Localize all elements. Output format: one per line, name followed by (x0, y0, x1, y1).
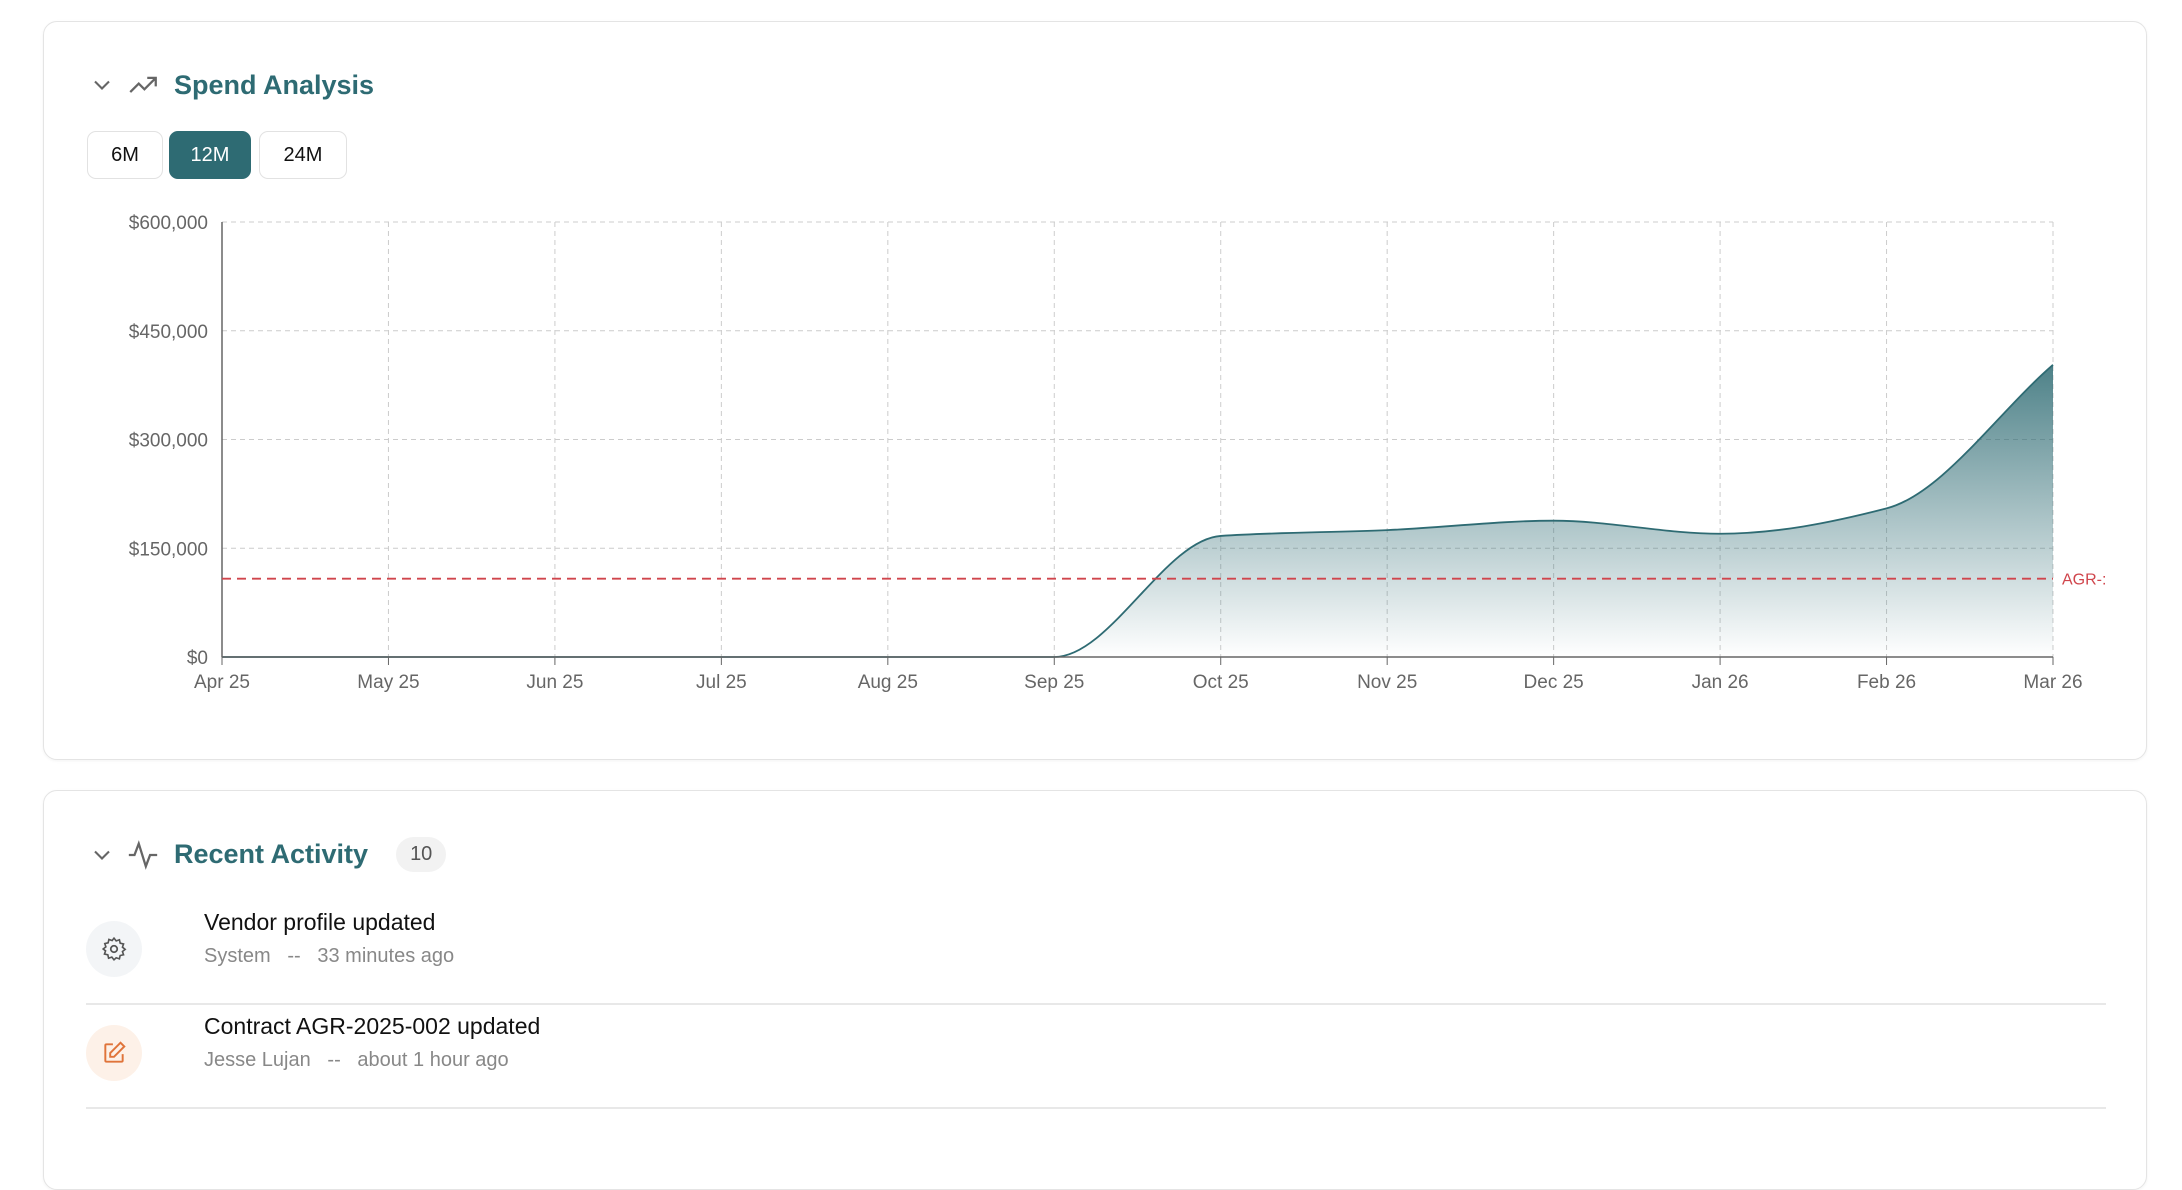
activity-title: Vendor profile updated (204, 909, 436, 935)
activity-time: about 1 hour ago (357, 1049, 509, 1071)
x-tick-label: Jun 25 (526, 672, 583, 693)
spend-chart: $0 $150,000 $300,000 $450,000 $600,000 Apr 25… (129, 213, 2107, 693)
activity-meta: Jesse Lujan -- about 1 hour ago (204, 1049, 509, 1072)
activity-item[interactable]: Contract AGR-2025-002 updated Jesse Luja… (86, 1005, 2106, 1109)
activity-title: Contract AGR-2025-002 updated (204, 1013, 541, 1039)
x-tick-label: Apr 25 (194, 672, 250, 693)
activity-item[interactable]: Vendor profile updated System -- 33 minu… (86, 901, 2106, 1005)
spend-analysis-card: Spend Analysis 6M 12M 24M (43, 21, 2147, 760)
x-tick-label: Jul 25 (696, 672, 747, 693)
y-tick-label: $0 (187, 648, 208, 669)
separator: -- (287, 945, 301, 967)
x-tick-label: May 25 (357, 672, 419, 693)
activity-time: 33 minutes ago (317, 945, 455, 967)
activity-meta: System -- 33 minutes ago (204, 945, 454, 968)
range-12m-button[interactable]: 12M (169, 131, 251, 179)
x-tick-label: Mar 26 (2023, 672, 2082, 693)
edit-icon (86, 1025, 142, 1081)
x-tick-label: Feb 26 (1857, 672, 1916, 693)
spend-analysis-title: Spend Analysis (174, 69, 375, 100)
activity-count-badge: 10 (396, 837, 447, 872)
x-tick-label: Jan 26 (1692, 672, 1749, 693)
range-6m-button[interactable]: 6M (87, 131, 163, 179)
activity-actor: Jesse Lujan (204, 1049, 311, 1071)
y-tick-label: $300,000 (129, 431, 208, 452)
x-tick-label: Dec 25 (1524, 672, 1584, 693)
x-tick-label: Aug 25 (858, 672, 918, 693)
range-24m-button[interactable]: 24M (259, 131, 347, 179)
recent-activity-title: Recent Activity (174, 839, 369, 869)
x-tick-label: Sep 25 (1024, 672, 1084, 693)
x-tick-label: Oct 25 (1193, 672, 1249, 693)
chevron-down-icon[interactable] (88, 71, 116, 99)
gear-icon (86, 921, 142, 977)
activity-actor: System (204, 945, 271, 967)
spend-analysis-header[interactable]: Spend Analysis (88, 68, 374, 102)
trending-up-icon (129, 76, 157, 93)
recent-activity-header[interactable]: Recent Activity 10 (88, 837, 447, 872)
chevron-down-icon[interactable] (88, 841, 116, 869)
separator: -- (327, 1049, 341, 1071)
y-tick-label: $600,000 (129, 213, 208, 234)
y-tick-label: $450,000 (129, 322, 208, 343)
y-tick-label: $150,000 (129, 539, 208, 560)
reference-line-label: AGR-: (2062, 572, 2106, 589)
spend-area (222, 364, 2053, 657)
activity-pulse-icon (128, 839, 158, 870)
recent-activity-card: Recent Activity 10 Vendor profile update… (43, 790, 2147, 1190)
x-tick-label: Nov 25 (1357, 672, 1417, 693)
